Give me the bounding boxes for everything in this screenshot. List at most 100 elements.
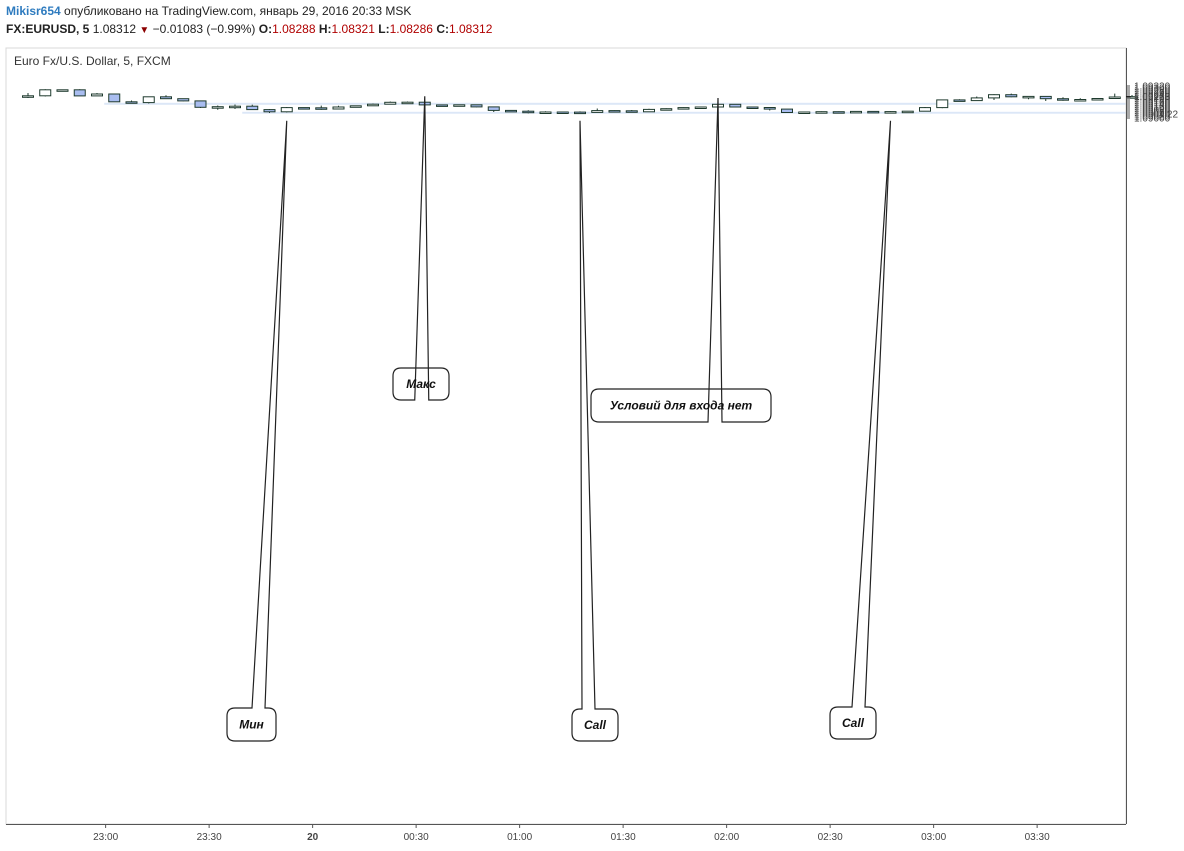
candlestick-chart[interactable]: Макс Условий для входа нет Мин Call Call 1.0… [0,44,1184,851]
candle [367,103,379,107]
candle-body [591,110,604,113]
candle-body [919,107,931,112]
y-tick-label: 1.09160 [1134,98,1171,109]
candle [1005,93,1018,98]
candle [487,106,500,112]
candle-body [142,96,155,104]
candle-body [246,105,259,111]
candle [263,109,276,113]
low-value: 1.08286 [389,22,433,36]
candle-body [108,93,121,103]
candle-body [315,107,328,110]
open-value: 1.08288 [272,22,316,36]
close-label: C: [436,22,449,36]
publish-text: опубликовано на TradingView.com, январь … [64,4,412,18]
annotation-bubble[interactable]: Мин [226,120,288,742]
bubble-shape [590,97,772,423]
candle-body [91,93,103,97]
last-price: 1.08312 [92,22,137,36]
candle-body [953,99,966,102]
candle-body [56,89,69,92]
candle [867,110,880,114]
candle-body [280,107,293,113]
support-resistance-zone [242,111,1126,114]
publish-info: Mikisr654 опубликовано на TradingView.co… [6,4,411,18]
bubble-label: Мин [239,718,264,732]
candle [194,100,207,108]
candle-body [160,96,172,100]
candle-body [1091,98,1104,101]
candle [901,110,914,114]
y-tick-label: 1.09220 [1134,92,1171,103]
candle [1091,98,1104,101]
y-tick-label: 1.09300 [1134,84,1171,95]
candle-body [988,94,1000,99]
candle-body [125,101,138,104]
candle [401,101,414,105]
y-tick-label: 1.09200 [1134,94,1171,105]
x-tick-label: 02:00 [714,832,739,843]
close-value: 1.08312 [448,22,493,36]
y-tick-label: 1.09100 [1134,104,1171,115]
last-price-label: 1.09213 [1134,92,1171,103]
bubble-label: Call [842,716,865,730]
candle-body [884,111,897,114]
high-label: H: [318,22,332,36]
candle-body [574,111,586,115]
candle [349,105,362,108]
candle [505,109,517,113]
candle-body [470,104,483,108]
candle-body [539,111,552,114]
candle-body [1074,99,1087,102]
x-tick-label: 20 [307,832,319,843]
annotation-bubble[interactable]: Call [829,120,892,740]
candle [298,107,310,110]
y-tick-label: 1.09280 [1134,86,1171,97]
candle [608,110,621,113]
bubble-shape [829,120,892,740]
bubble-shape [392,96,450,401]
candle-body [487,106,500,111]
y-tick-label: 1.09120 [1134,102,1171,113]
candle [539,111,552,114]
x-tick-label: 02:30 [818,832,843,843]
candle [660,108,673,111]
candle [953,99,966,102]
candle [280,107,293,113]
annotation-bubble[interactable]: Условий для входа нет [590,97,772,423]
ohlc-legend: FX:EURUSD, 5 1.08312 ▼ −0.01083 (−0.99%)… [6,22,492,36]
candle-body [677,107,690,110]
y-tick-label: 1.09060 [1134,108,1171,119]
candle [470,104,483,108]
bubble-label: Условий для входа нет [610,399,753,413]
candle [884,111,897,114]
candles-layer [22,89,1138,115]
candle [315,105,328,110]
candle [815,111,828,114]
candle-body [970,97,983,102]
candle-body [367,103,379,107]
candle [332,105,345,110]
support-resistance-zone [104,102,1126,105]
x-tick-label: 23:00 [93,832,118,843]
candle-body [349,105,362,108]
candle [746,106,759,109]
annotations-layer: Макс Условий для входа нет Мин Call Call [226,96,892,742]
candle-body [177,98,190,102]
annotation-bubble[interactable]: Call [571,120,619,742]
candle [108,93,121,103]
candle [763,107,776,111]
candle-body [1022,95,1035,99]
candle [384,101,397,105]
candle [229,104,241,109]
candle [677,107,690,110]
x-tick-label: 01:00 [507,832,532,843]
annotation-bubble[interactable]: Макс [392,96,450,401]
candle [39,89,52,97]
x-tick-label: 03:30 [1025,832,1050,843]
candle [832,111,845,114]
candle-body [850,110,862,114]
candle-body [660,108,673,111]
bubble-shape [226,120,288,742]
username-link[interactable]: Mikisr654 [6,4,61,18]
